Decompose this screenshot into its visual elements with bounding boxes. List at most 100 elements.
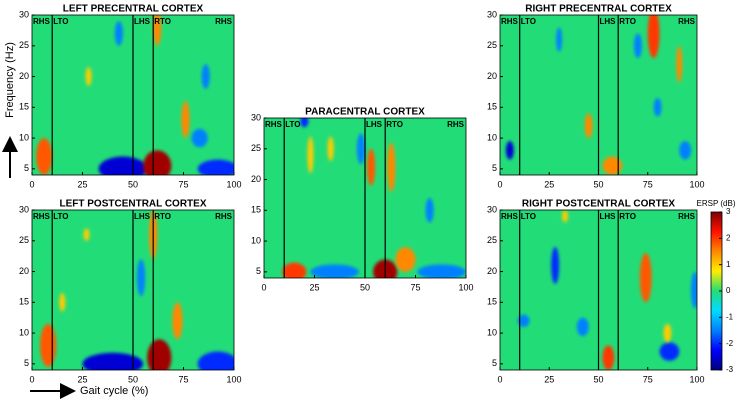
blob	[556, 27, 563, 52]
event-label: LHS	[600, 17, 617, 26]
x-tick-label: 25	[77, 374, 87, 384]
blob	[137, 259, 146, 297]
event-label: RTO	[619, 17, 636, 26]
event-label: RHS	[215, 17, 233, 26]
blob	[147, 339, 172, 370]
blob	[327, 136, 334, 162]
blob	[310, 264, 359, 278]
event-label: LTO	[285, 120, 300, 129]
y-tick-label: 10	[487, 327, 497, 337]
event-label: RHS	[265, 120, 283, 129]
blob	[197, 159, 234, 175]
x-tick-label: 100	[689, 374, 704, 384]
y-tick-label: 20	[19, 71, 29, 81]
plot-area	[32, 15, 234, 175]
blob	[201, 64, 210, 89]
event-label: LHS	[134, 212, 151, 221]
x-tick-label: 50	[593, 374, 603, 384]
y-tick-label: 30	[19, 204, 29, 214]
y-tick-label: 5	[492, 163, 497, 173]
y-tick-label: 10	[251, 235, 261, 245]
blob	[307, 136, 314, 174]
plot-area	[500, 210, 697, 370]
x-tick-label: 25	[544, 179, 554, 189]
x-tick-label: 100	[689, 179, 704, 189]
x-tick-label: 100	[226, 179, 241, 189]
blob	[143, 150, 172, 175]
y-tick-label: 20	[487, 266, 497, 276]
x-tick-label: 75	[643, 179, 653, 189]
x-tick-label: 25	[544, 374, 554, 384]
blob	[679, 141, 692, 160]
event-label: LTO	[521, 17, 536, 26]
blob	[562, 210, 568, 223]
y-tick-label: 25	[19, 40, 29, 50]
y-tick-label: 25	[487, 40, 497, 50]
blob	[676, 45, 683, 83]
blob	[40, 323, 57, 367]
blob	[551, 246, 560, 284]
event-label: RHS	[501, 17, 519, 26]
x-tick-label: 100	[458, 282, 473, 292]
blob	[367, 148, 376, 186]
event-label: LHS	[366, 120, 383, 129]
blob	[356, 133, 365, 165]
blob	[114, 21, 123, 46]
blob	[505, 141, 514, 160]
blob	[172, 302, 183, 340]
blob	[576, 317, 589, 337]
event-label: RTO	[386, 120, 403, 129]
blob	[639, 253, 652, 303]
blob	[517, 314, 530, 327]
event-label: LTO	[53, 17, 68, 26]
event-label: RTO	[619, 212, 636, 221]
blob	[691, 271, 697, 309]
y-tick-label: 15	[19, 102, 29, 112]
y-tick-label: 25	[251, 143, 261, 153]
y-tick-label: 25	[487, 235, 497, 245]
colorbar-label: ERSP (dB)	[697, 199, 736, 208]
blob	[83, 228, 90, 241]
event-label: LTO	[53, 212, 68, 221]
plot-area	[32, 210, 234, 370]
x-tick-label: 75	[178, 374, 188, 384]
x-tick-label: 50	[128, 374, 138, 384]
y-axis-label: Frequency (Hz)	[4, 42, 16, 118]
event-label: RHS	[447, 120, 465, 129]
event-label: LHS	[600, 212, 617, 221]
blob	[98, 156, 148, 175]
y-tick-label: 30	[487, 9, 497, 19]
y-tick-label: 30	[251, 112, 261, 122]
colorbar-tick-label: -1	[726, 312, 734, 321]
blob	[387, 142, 396, 192]
y-tick-label: 15	[251, 205, 261, 215]
y-tick-label: 10	[487, 132, 497, 142]
y-tick-label: 20	[251, 174, 261, 184]
blob	[417, 264, 466, 278]
x-tick-label: 50	[128, 179, 138, 189]
panel-title: PARACENTRAL CORTEX	[305, 107, 425, 118]
y-tick-label: 20	[487, 71, 497, 81]
panel-title: RIGHT POSTCENTRAL CORTEX	[522, 199, 675, 210]
x-tick-label: 75	[410, 282, 420, 292]
blob	[602, 156, 623, 175]
blob	[82, 352, 144, 370]
x-tick-label: 25	[309, 282, 319, 292]
blob	[395, 247, 416, 272]
x-axis-label: Gait cycle (%)	[80, 385, 148, 397]
x-tick-label: 100	[226, 374, 241, 384]
y-tick-label: 25	[19, 235, 29, 245]
event-label: LHS	[134, 17, 151, 26]
blob	[191, 128, 208, 148]
event-label: RHS	[33, 17, 51, 26]
y-tick-label: 15	[487, 297, 497, 307]
y-tick-label: 5	[24, 163, 29, 173]
blob	[647, 15, 660, 59]
x-tick-label: 75	[178, 179, 188, 189]
y-tick-label: 15	[487, 102, 497, 112]
colorbar-tick-label: 2	[726, 233, 731, 242]
panel-title: RIGHT PRECENTRAL CORTEX	[525, 4, 672, 15]
event-label: LTO	[521, 212, 536, 221]
blob	[59, 293, 66, 312]
